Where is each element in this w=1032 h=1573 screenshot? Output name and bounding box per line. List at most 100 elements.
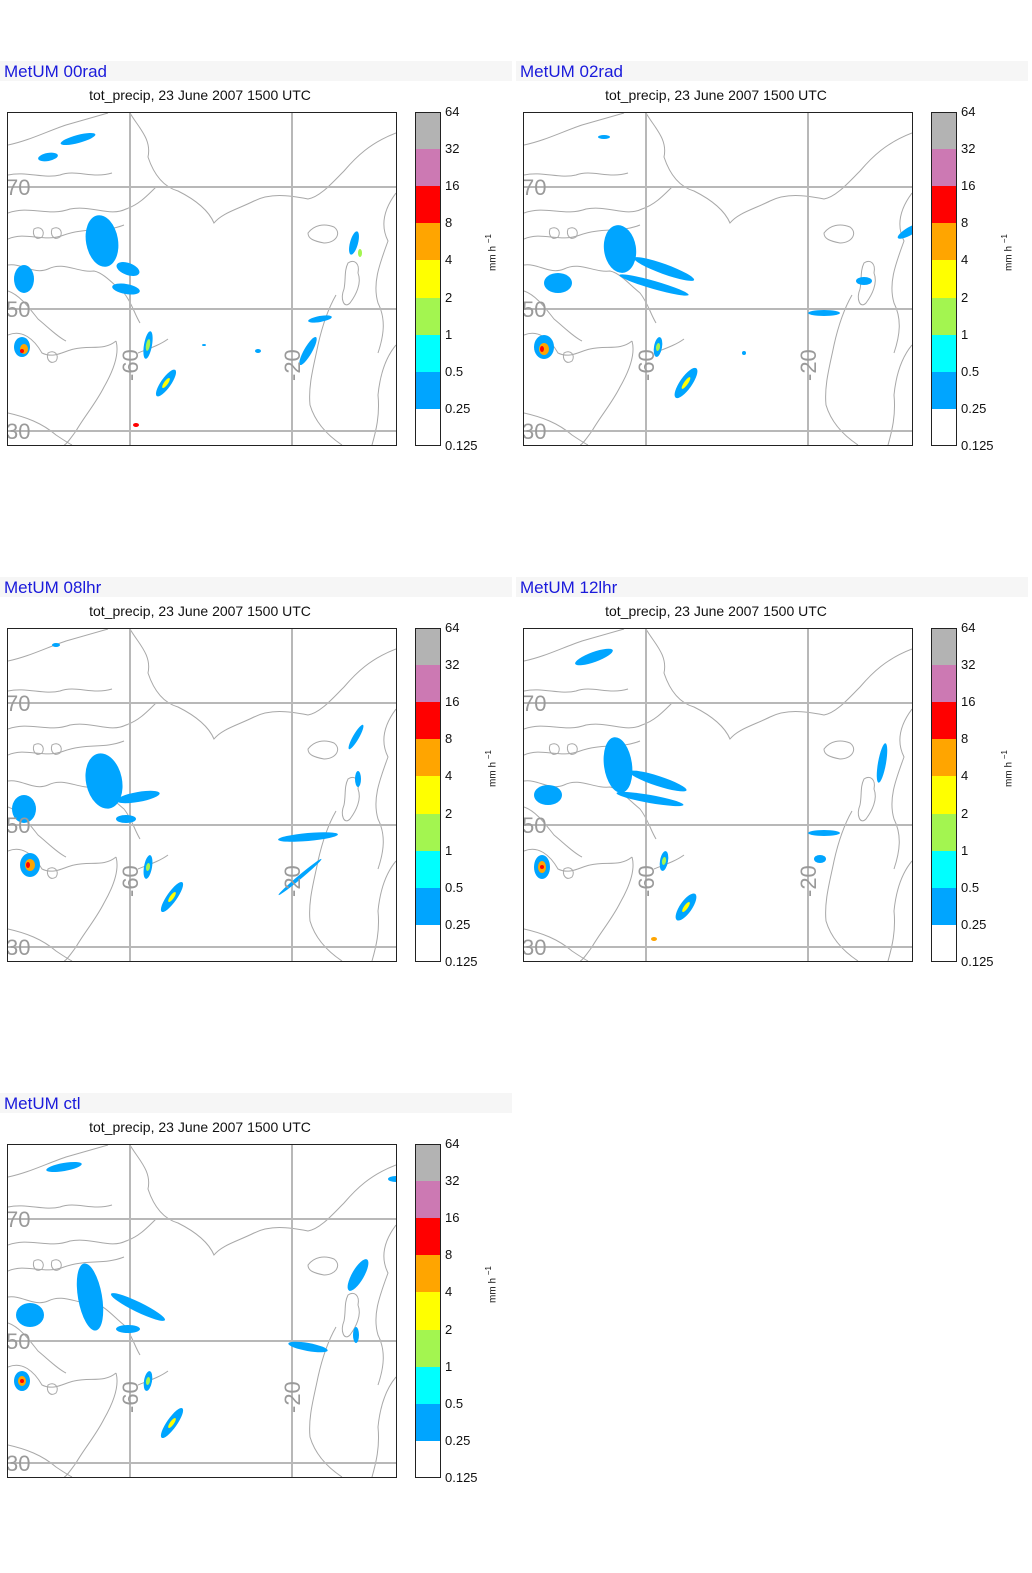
longitude-label: -60 xyxy=(118,1381,143,1413)
precip-area xyxy=(278,832,338,842)
colorbar-segment xyxy=(931,371,957,409)
coastline xyxy=(8,1444,73,1477)
precip-area xyxy=(347,1259,369,1291)
coastline xyxy=(645,629,912,740)
latitude-label: 50 xyxy=(8,1329,30,1354)
precip-area xyxy=(856,277,872,285)
colorbar-tick-label: 0.25 xyxy=(445,400,471,416)
colorbar-unit-base: mm h xyxy=(487,1278,499,1303)
colorbar-segment xyxy=(415,887,441,925)
colorbar-tick-label: 16 xyxy=(445,694,460,710)
map-frame: 70 50 30 -60 -20 xyxy=(523,112,913,446)
coastline xyxy=(524,290,583,342)
colorbar-tick-label: 32 xyxy=(445,1173,460,1189)
coastline xyxy=(8,1256,125,1272)
colorbar xyxy=(415,112,441,446)
panel-header xyxy=(0,577,512,597)
map-frame: 70 50 30 -60 -20 xyxy=(7,628,397,962)
coastline xyxy=(47,867,58,879)
coastline xyxy=(8,186,157,214)
panel-08lhr: MetUM 08lhr tot_precip, 23 June 2007 1500… xyxy=(0,577,512,1057)
colorbar-tick-label: 64 xyxy=(961,104,976,119)
coastline xyxy=(375,192,396,354)
colorbar-tick-label: 1 xyxy=(961,842,969,858)
precip-area xyxy=(348,724,364,750)
precip-area xyxy=(655,343,661,351)
coastline xyxy=(307,1256,339,1276)
precip-area xyxy=(308,315,332,323)
coastline xyxy=(8,1218,157,1246)
coastline xyxy=(563,351,574,363)
coastline xyxy=(891,708,912,870)
coastline xyxy=(63,856,118,961)
panel-00rad: MetUM 00rad tot_precip, 23 June 2007 1500… xyxy=(0,61,512,541)
colorbar-segment xyxy=(415,334,441,372)
map-frame: 70 50 30 -60 -20 xyxy=(523,628,913,962)
coastline xyxy=(524,806,583,858)
colorbar-segment xyxy=(415,813,441,851)
colorbar-tick-label: 32 xyxy=(961,141,976,157)
coastline xyxy=(375,1224,396,1386)
colorbar-segment xyxy=(931,702,957,740)
coastline xyxy=(8,629,109,662)
coastline xyxy=(307,740,339,760)
coastline xyxy=(579,856,634,961)
colorbar-segment xyxy=(415,628,441,666)
coastline xyxy=(137,338,169,354)
colorbar-unit-exponent: −1 xyxy=(484,750,493,760)
precip-area xyxy=(616,791,684,807)
coastline xyxy=(33,743,44,755)
colorbar-tick-label: 2 xyxy=(445,1321,453,1337)
coastline xyxy=(887,344,912,445)
coastline xyxy=(8,688,113,693)
colorbar-segment xyxy=(415,1366,441,1404)
colorbar-segment xyxy=(415,665,441,703)
coastline xyxy=(8,1145,109,1178)
precip-area xyxy=(681,377,691,389)
coastline xyxy=(33,1259,44,1271)
colorbar-unit: mm h −1 xyxy=(1000,234,1014,271)
colorbar-unit: mm h −1 xyxy=(1000,750,1014,787)
longitude-label: -60 xyxy=(118,865,143,897)
colorbar-tick-label: 8 xyxy=(445,1247,453,1263)
colorbar-tick-label: 4 xyxy=(961,768,969,784)
precip-area xyxy=(16,1303,44,1327)
panel-subtitle: tot_precip, 23 June 2007 1500 UTC xyxy=(89,1119,311,1135)
colorbar-segment xyxy=(931,776,957,814)
colorbar-segment xyxy=(415,850,441,888)
colorbar-tick-label: 2 xyxy=(445,805,453,821)
precip-area xyxy=(162,377,170,389)
coastline xyxy=(129,629,396,740)
panel-subtitle: tot_precip, 23 June 2007 1500 UTC xyxy=(605,603,827,619)
coastline xyxy=(579,340,634,445)
colorbar-unit-exponent: −1 xyxy=(1000,750,1009,760)
precip-area xyxy=(288,1341,328,1353)
precip-area xyxy=(46,1161,82,1173)
coastline xyxy=(375,708,396,870)
latitude-label: 30 xyxy=(8,1451,30,1476)
panel-subtitle: tot_precip, 23 June 2007 1500 UTC xyxy=(89,603,311,619)
coastline xyxy=(524,412,589,445)
precip-area xyxy=(355,771,361,787)
coastline xyxy=(8,332,117,356)
longitude-label: -20 xyxy=(796,865,821,897)
colorbar-tick-label: 2 xyxy=(961,289,969,305)
colorbar-segment xyxy=(415,112,441,150)
coastline xyxy=(8,928,73,961)
colorbar-tick-label: 64 xyxy=(445,104,460,119)
precip-area xyxy=(808,830,840,836)
colorbar-tick-label: 4 xyxy=(445,1284,453,1300)
precip-map: 70 50 30 -60 -20 xyxy=(524,113,912,445)
longitude-label: -20 xyxy=(280,1381,305,1413)
coastline xyxy=(341,260,360,306)
coastline xyxy=(8,1204,113,1209)
precip-area xyxy=(633,257,695,281)
precip-area xyxy=(534,785,562,805)
precip-area xyxy=(20,1379,24,1383)
colorbar-segment xyxy=(931,408,957,446)
precip-area xyxy=(20,349,24,353)
colorbar-unit-base: mm h xyxy=(1003,762,1015,787)
coastline xyxy=(137,1370,169,1386)
coastline xyxy=(47,351,58,363)
precip-area xyxy=(145,1377,151,1385)
